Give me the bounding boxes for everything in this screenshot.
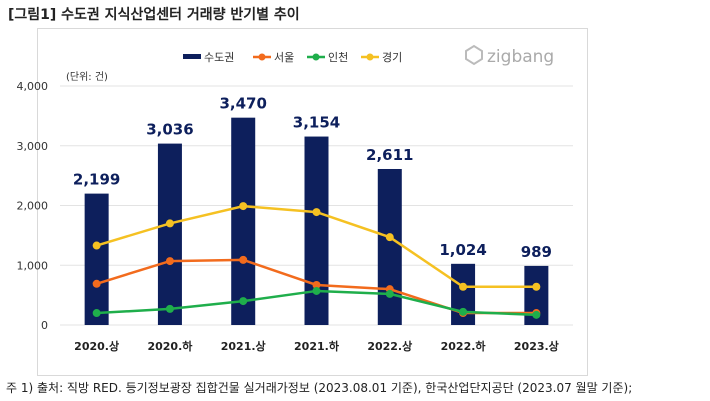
point-서울 [165,257,174,266]
point-인천 [92,309,101,318]
y-tick-label: 0 [41,319,48,332]
zigbang-logo-icon [465,44,483,66]
point-경기 [239,202,248,211]
x-tick-label: 2022.하 [441,339,487,353]
point-경기 [459,282,468,291]
point-인천 [165,304,174,313]
bar-data-label: 2,199 [73,171,120,189]
x-tick-label: 2020.하 [147,339,193,353]
legend-label: 경기 [382,51,402,64]
point-인천 [532,310,541,319]
legend-label: 서울 [274,51,294,64]
point-서울 [92,279,101,288]
bar-2020.상 [84,193,109,325]
point-인천 [459,307,468,316]
unit-label: (단위: 건) [66,70,108,83]
bar-data-label: 3,470 [219,95,266,113]
point-경기 [165,219,174,228]
legend-marker-경기 [366,53,374,61]
bar-2021.상 [231,117,256,325]
bar-2022.상 [377,168,402,325]
bar-2021.하 [304,136,329,325]
y-tick-label: 4,000 [17,80,49,93]
y-tick-label: 3,000 [17,140,49,153]
point-경기 [312,208,321,217]
chart-frame [37,28,588,376]
y-tick-label: 2,000 [17,200,49,213]
point-서울 [239,255,248,264]
y-tick-label: 1,000 [17,259,49,272]
bar-2020.하 [157,143,182,325]
legend-label: 수도권 [204,51,234,64]
bar-data-label: 3,036 [146,121,193,139]
bar-data-label: 989 [521,243,552,261]
x-tick-label: 2023.상 [514,339,559,353]
bar-data-label: 3,154 [293,114,340,132]
point-경기 [92,241,101,250]
x-tick-label: 2020.상 [74,339,119,353]
zigbang-logo: zigbang [487,47,554,67]
x-tick-label: 2022.상 [367,339,412,353]
point-경기 [385,233,394,242]
figure-title: [그림1] 수도권 지식산업센터 거래량 반기별 추이 [8,7,300,23]
legend-label: 인천 [328,50,348,64]
point-경기 [532,282,541,291]
point-인천 [239,297,248,306]
legend-marker-서울 [258,53,266,61]
point-인천 [312,286,321,295]
legend-marker-인천 [312,53,320,61]
x-tick-label: 2021.상 [221,339,266,353]
point-서울 [312,280,321,289]
point-인천 [385,289,394,298]
legend-swatch-수도권 [183,54,201,59]
bar-data-label: 2,611 [366,146,413,164]
source-note: 주 1) 출처: 직방 RED. 등기정보광장 집합건물 실거래가정보 (202… [6,381,633,395]
bar-data-label: 1,024 [439,241,486,259]
x-tick-label: 2021.하 [294,339,340,353]
